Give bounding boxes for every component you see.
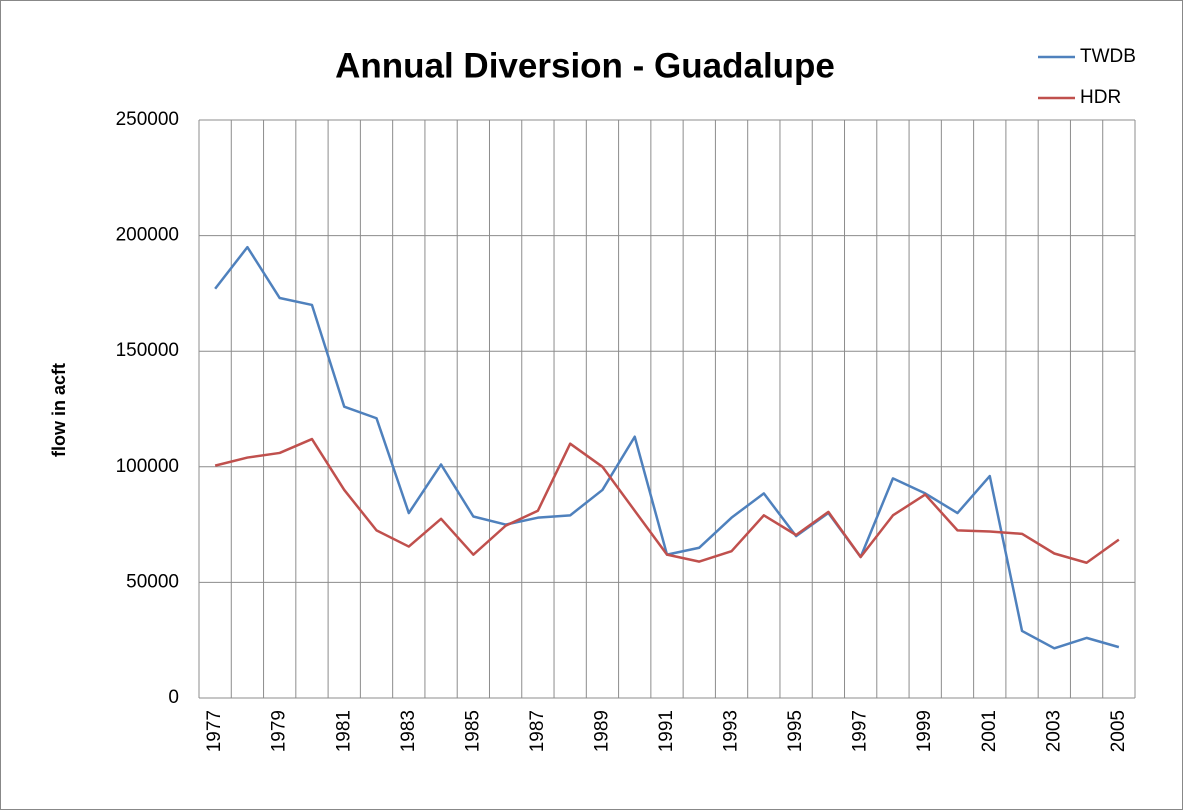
x-tick-label: 1981	[333, 710, 354, 752]
legend-label: TWDB	[1080, 46, 1136, 67]
x-tick-label: 2001	[979, 710, 1000, 752]
y-tick-label: 50000	[126, 571, 179, 592]
y-axis-label: flow in acft	[49, 363, 69, 457]
y-tick-label: 0	[168, 687, 179, 708]
x-tick-label: 1997	[850, 710, 871, 752]
x-tick-label: 1989	[591, 710, 612, 752]
y-tick-label: 150000	[116, 340, 179, 361]
x-tick-label: 1979	[269, 710, 290, 752]
y-tick-label: 100000	[116, 456, 179, 477]
x-tick-label: 1977	[204, 710, 225, 752]
x-tick-label: 1993	[721, 710, 742, 752]
line-series	[214, 437, 1120, 564]
x-tick-label: 1987	[527, 710, 548, 752]
legend-label: HDR	[1080, 87, 1121, 108]
x-tick-label: 1995	[785, 710, 806, 752]
y-tick-label: 250000	[116, 109, 179, 130]
x-tick-label: 1999	[914, 710, 935, 752]
x-tick-label: 1985	[462, 710, 483, 752]
y-tick-label: 200000	[116, 225, 179, 246]
x-tick-label: 1983	[398, 710, 419, 752]
x-tick-label: 1991	[656, 710, 677, 752]
x-tick-label: 2005	[1108, 710, 1129, 752]
x-tick-label: 2003	[1043, 710, 1064, 752]
chart-title: Annual Diversion - Guadalupe	[335, 46, 835, 85]
